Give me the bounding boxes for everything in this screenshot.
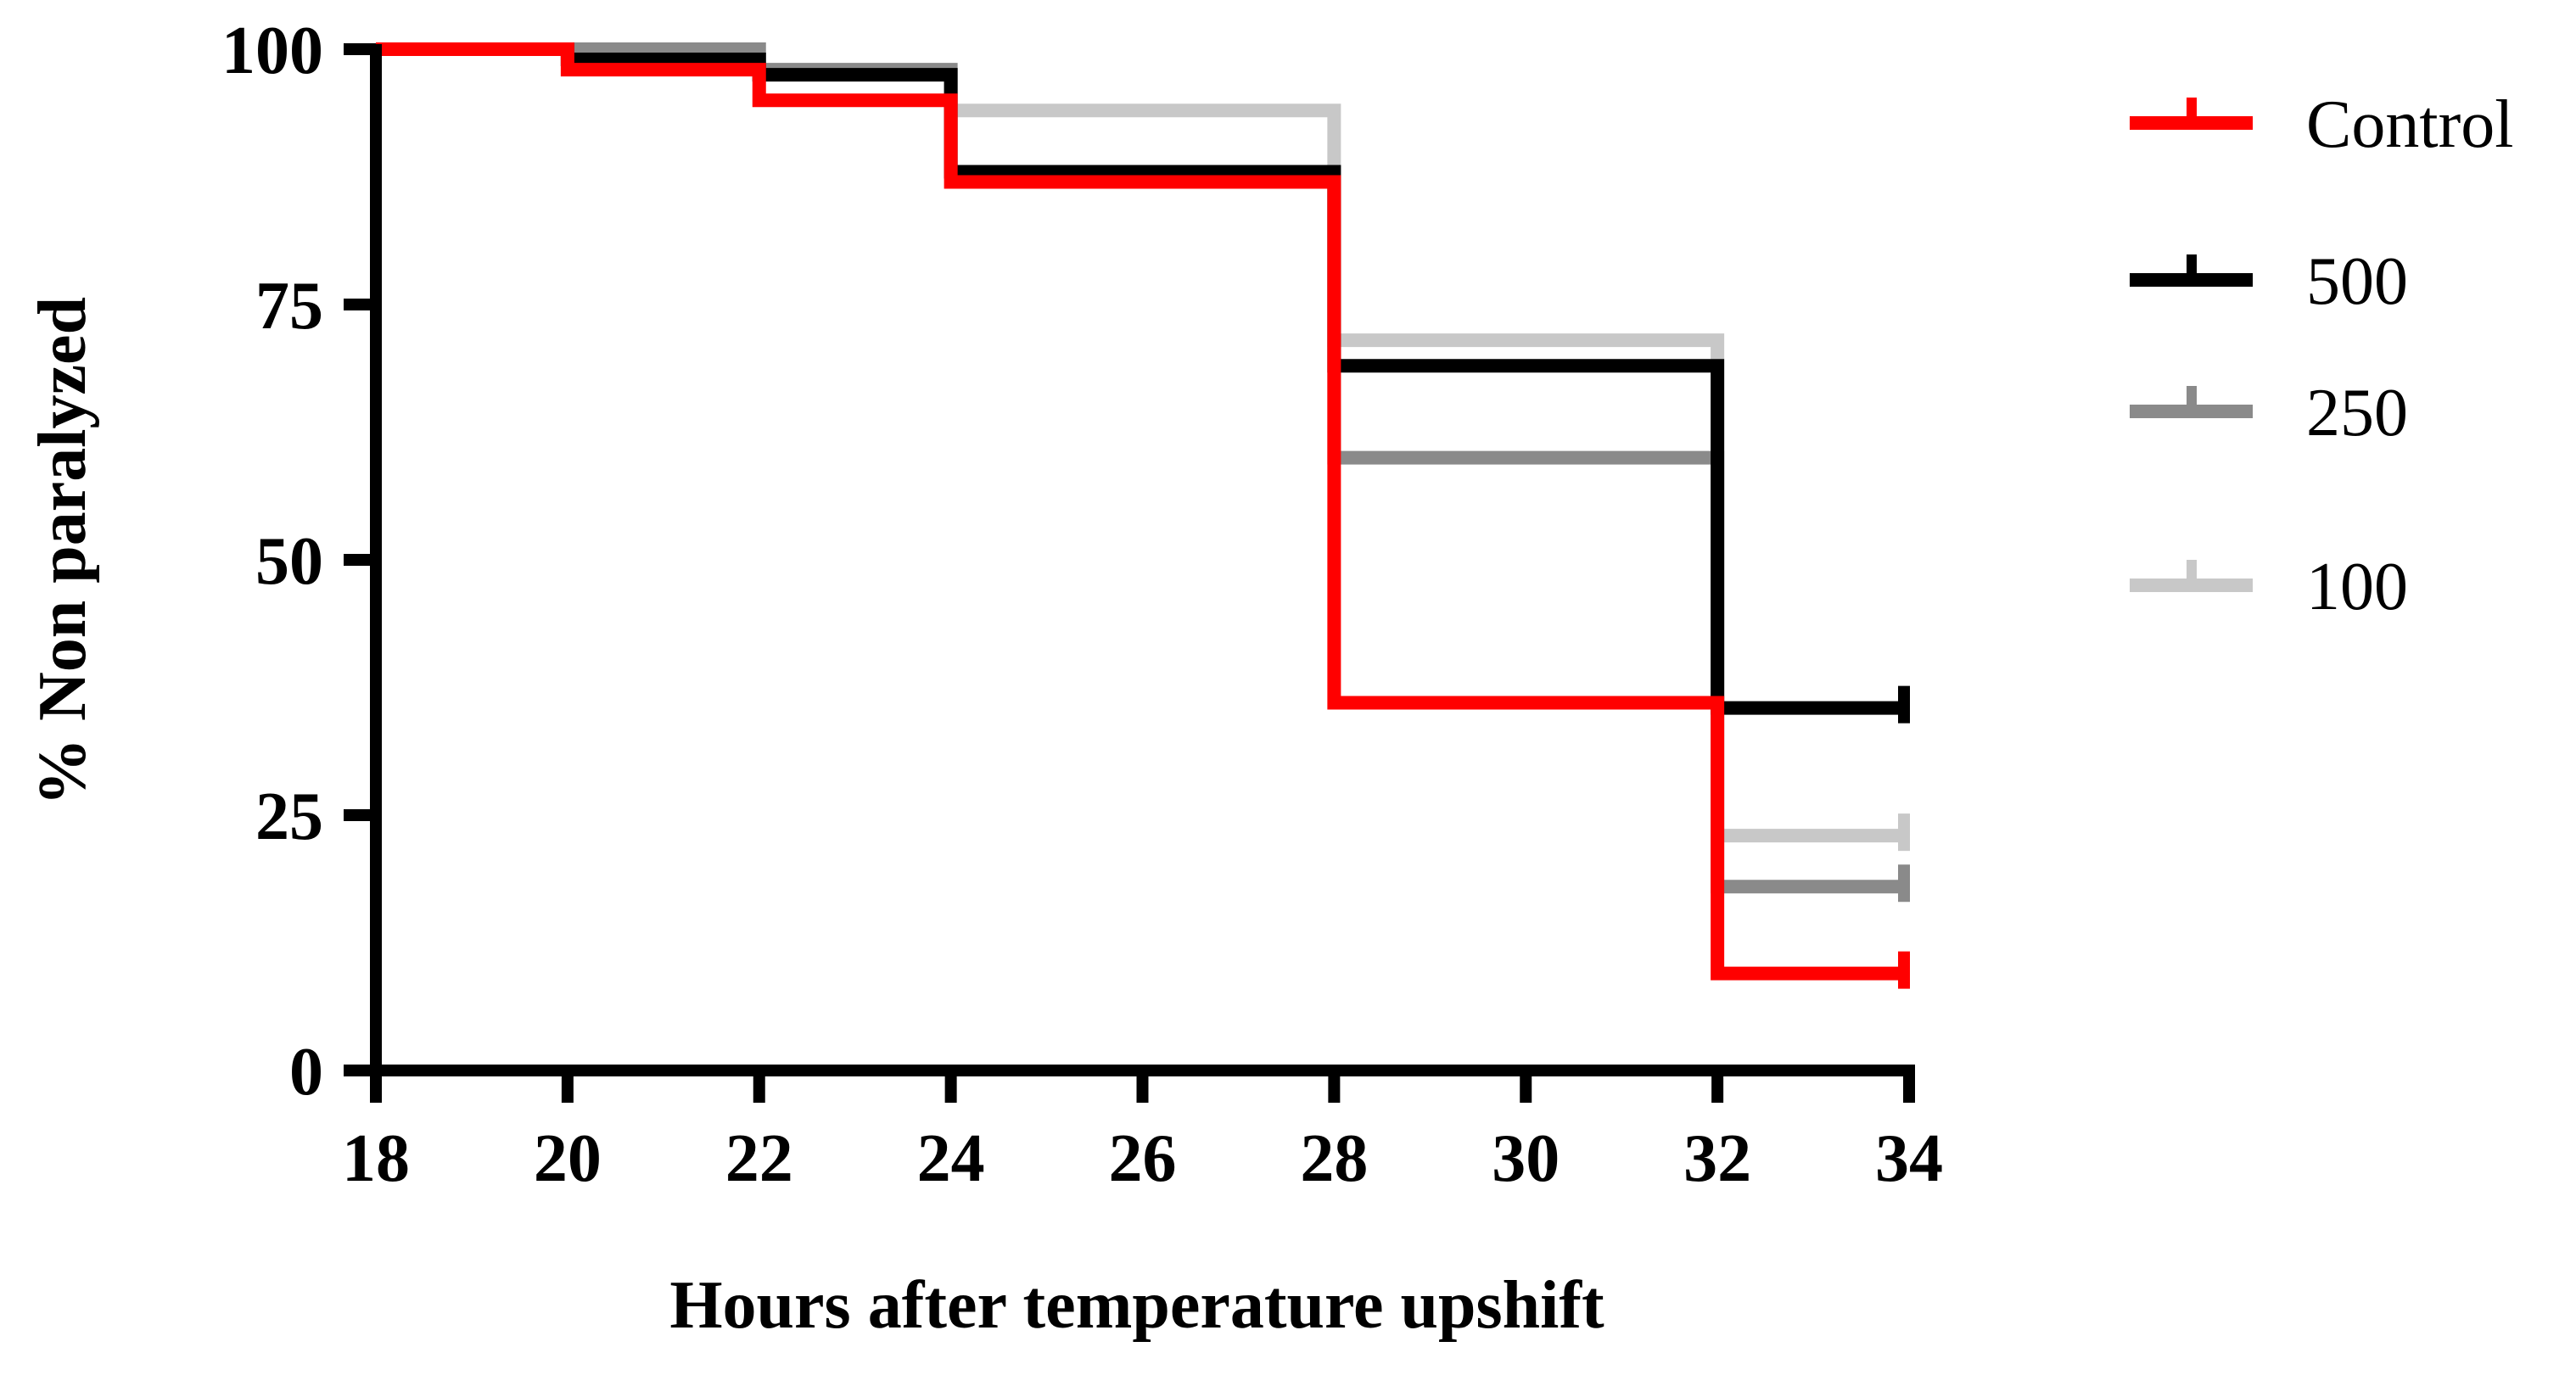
legend-label-500: 500 [2306, 244, 2408, 319]
x-tick-label-26: 26 [1109, 1121, 1177, 1196]
y-tick-label-0: 0 [289, 1035, 323, 1110]
x-tick-label-24: 24 [917, 1121, 985, 1196]
y-tick-label-100: 100 [221, 14, 323, 88]
x-tick-label-28: 28 [1300, 1121, 1368, 1196]
legend: Control 500 250 100 [2130, 87, 2513, 624]
x-tick-label-18: 18 [342, 1121, 410, 1196]
x-tick-label-32: 32 [1683, 1121, 1751, 1196]
legend-label-100: 100 [2306, 550, 2408, 624]
axes-layer [369, 44, 1915, 1077]
legend-label-250: 250 [2306, 376, 2408, 450]
series-line-control [376, 42, 1909, 981]
series-layer [376, 42, 1910, 989]
x-tick-label-34: 34 [1875, 1121, 1943, 1196]
y-axis-title: % Non paralyzed [25, 297, 100, 806]
y-tick-label-75: 75 [255, 269, 323, 344]
ticks-layer: 18 20 22 24 26 28 30 32 34 0 25 50 75 100 [221, 14, 1943, 1196]
x-tick-label-30: 30 [1492, 1121, 1560, 1196]
y-tick-label-25: 25 [255, 780, 323, 854]
y-tick-label-50: 50 [255, 524, 323, 599]
x-tick-label-22: 22 [725, 1121, 793, 1196]
legend-label-control: Control [2306, 87, 2513, 162]
series-line-500 [376, 42, 1909, 715]
x-tick-label-20: 20 [534, 1121, 602, 1196]
x-axis-title: Hours after temperature upshift [669, 1268, 1604, 1343]
